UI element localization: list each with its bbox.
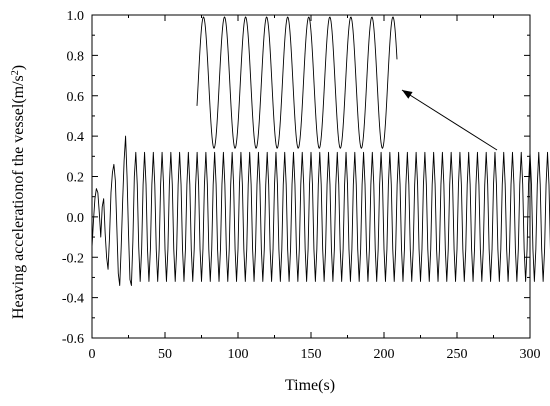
plot-axes [91, 14, 531, 339]
arrow-head [402, 90, 413, 99]
axis-ticks: 0 50 100 150 200 250 300 -0.6 -0.4 -0.2 0.0 0.2 0.4 0… [62, 9, 541, 362]
y-axis-label-superscript: 2 [10, 70, 21, 75]
y-tick-label: -0.2 [62, 251, 84, 266]
y-tick-label: 0.4 [67, 130, 85, 145]
y-tick-label: -0.4 [62, 292, 84, 307]
inset-series-line [196, 16, 398, 150]
y-axis-label: Heaving accelerationof the vessel(m/s2) [10, 65, 28, 319]
x-tick-label: 300 [520, 347, 541, 362]
series-line [91, 135, 550, 286]
x-axis-label: Time(s) [285, 377, 335, 394]
y-tick-label: 0.8 [67, 49, 85, 64]
x-tick-label: 150 [301, 347, 322, 362]
x-tick-label: 200 [374, 347, 395, 362]
inset-arrow [401, 89, 498, 151]
x-tick-label: 50 [158, 347, 172, 362]
y-tick-label: 0.0 [67, 211, 85, 226]
arrow-shaft [401, 89, 498, 151]
y-tick-label: 0.2 [67, 171, 85, 186]
y-tick-label: 0.6 [67, 90, 85, 105]
inset-zoom [196, 16, 398, 150]
x-tick-label: 100 [228, 347, 249, 362]
y-tick-label: -0.6 [62, 332, 84, 347]
x-tick-label: 250 [447, 347, 468, 362]
y-tick-label: 1.0 [67, 9, 85, 24]
plot-frame [91, 14, 531, 339]
series-group [91, 135, 550, 286]
x-tick-label: 0 [89, 347, 96, 362]
